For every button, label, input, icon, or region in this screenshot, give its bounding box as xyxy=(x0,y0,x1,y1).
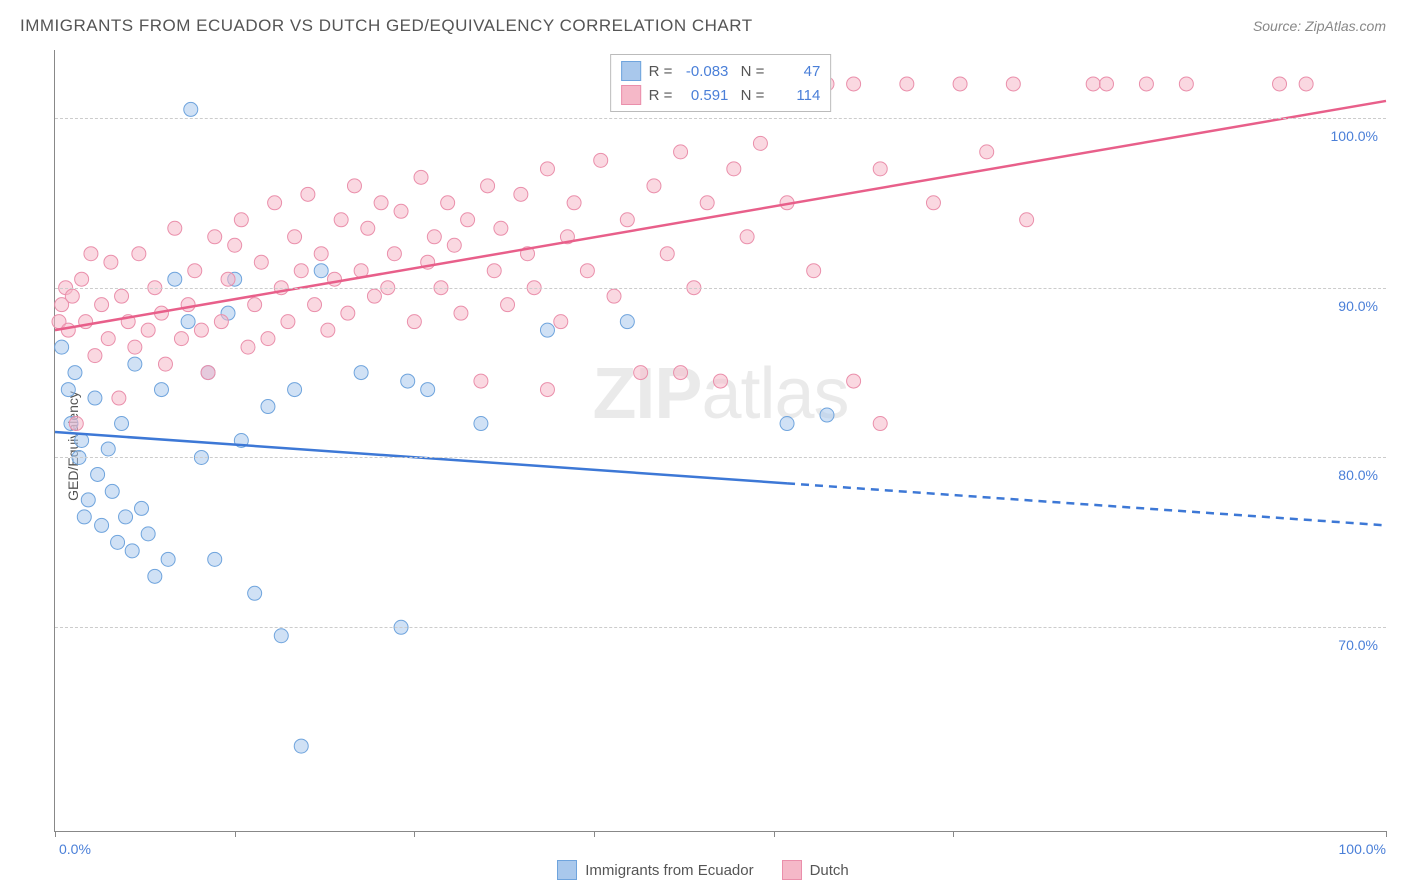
stats-n-ecuador: 47 xyxy=(772,63,820,80)
gridline-h xyxy=(55,118,1386,119)
y-tick-label: 80.0% xyxy=(1338,467,1378,483)
y-tick-label: 90.0% xyxy=(1338,298,1378,314)
x-tick xyxy=(1386,831,1387,837)
stats-row-ecuador: R =-0.083 N =47 xyxy=(621,59,821,83)
x-tick xyxy=(414,831,415,837)
chart-title: IMMIGRANTS FROM ECUADOR VS DUTCH GED/EQU… xyxy=(20,16,753,36)
x-tick xyxy=(953,831,954,837)
correlation-stats-box: R =-0.083 N =47 R =0.591 N =114 xyxy=(610,54,832,112)
legend-label-ecuador: Immigrants from Ecuador xyxy=(585,862,753,879)
gridline-h xyxy=(55,288,1386,289)
gridline-h xyxy=(55,627,1386,628)
legend-item-ecuador: Immigrants from Ecuador xyxy=(557,860,753,880)
x-tick xyxy=(774,831,775,837)
stats-r-dutch: 0.591 xyxy=(680,87,728,104)
legend-swatch-dutch xyxy=(782,860,802,880)
chart-header: IMMIGRANTS FROM ECUADOR VS DUTCH GED/EQU… xyxy=(20,16,1386,36)
y-tick-label: 100.0% xyxy=(1331,128,1378,144)
y-tick-label: 70.0% xyxy=(1338,637,1378,653)
x-tick xyxy=(594,831,595,837)
x-tick xyxy=(235,831,236,837)
source-attribution: Source: ZipAtlas.com xyxy=(1253,18,1386,34)
x-tick-label-max: 100.0% xyxy=(1339,841,1386,857)
gridline-h xyxy=(55,457,1386,458)
x-tick xyxy=(55,831,56,837)
legend-item-dutch: Dutch xyxy=(782,860,849,880)
bottom-legend: Immigrants from Ecuador Dutch xyxy=(0,860,1406,880)
stats-swatch-ecuador xyxy=(621,61,641,81)
legend-label-dutch: Dutch xyxy=(810,862,849,879)
x-tick-label-min: 0.0% xyxy=(59,841,91,857)
stats-row-dutch: R =0.591 N =114 xyxy=(621,83,821,107)
chart-plot-area: ZIPatlas R =-0.083 N =47 R =0.591 N =114… xyxy=(54,50,1386,832)
stats-n-dutch: 114 xyxy=(772,87,820,104)
stats-swatch-dutch xyxy=(621,85,641,105)
legend-swatch-ecuador xyxy=(557,860,577,880)
stats-r-ecuador: -0.083 xyxy=(680,63,728,80)
scatter-svg xyxy=(55,50,1386,831)
